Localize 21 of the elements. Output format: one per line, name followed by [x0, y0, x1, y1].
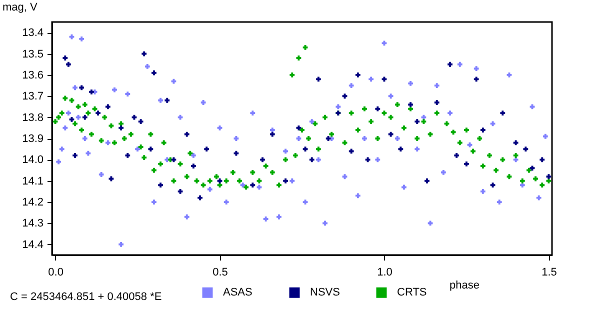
y-tick-label: 13.7 — [22, 90, 44, 103]
y-tick-label: 14.3 — [22, 218, 44, 230]
x-tick-label: 0.5 — [212, 266, 228, 278]
legend-label: NSVS — [310, 286, 340, 299]
y-tick-label: 13.9 — [22, 133, 44, 145]
y-axis-title: mag, V — [2, 2, 38, 14]
y-tick-label: 13.8 — [22, 112, 44, 124]
y-tick-label: 14.0 — [22, 154, 44, 166]
y-tick-label: 13.5 — [22, 48, 44, 60]
legend-label: CRTS — [397, 286, 427, 299]
x-tick-label: 1.5 — [542, 266, 557, 278]
y-tick-label: 13.6 — [22, 69, 44, 82]
x-axis-title: phase — [450, 280, 480, 292]
legend-label: ASAS — [223, 286, 252, 299]
y-tick-label: 14.1 — [22, 175, 44, 188]
y-tick-label: 14.2 — [22, 196, 44, 209]
y-tick-label: 13.4 — [22, 27, 44, 40]
y-tick-label: 14.4 — [22, 238, 44, 251]
x-tick-label: 0.0 — [48, 266, 64, 278]
text: C = 2453464.851 + 0.40058 *E — [10, 291, 162, 303]
x-tick-label: 1.0 — [377, 266, 392, 278]
